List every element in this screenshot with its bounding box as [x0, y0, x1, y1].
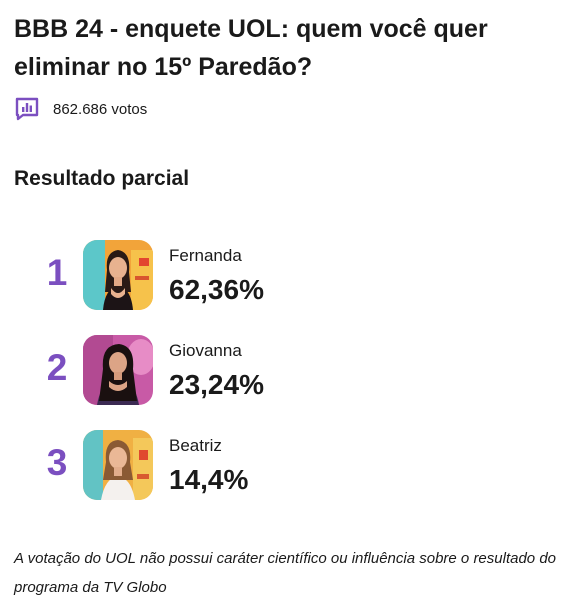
candidate-name: Giovanna [169, 341, 242, 360]
votes-row: 862.686 votos [14, 95, 559, 123]
candidate-row[interactable]: 3 Beatriz 14,4% [14, 430, 559, 525]
votes-count: 862.686 votos [53, 100, 148, 118]
candidate-rank: 2 [46, 347, 68, 388]
candidate-list: 1 Fernanda 62,36% 2 [14, 240, 559, 525]
candidate-name: Beatriz [169, 436, 222, 455]
candidate-photo [83, 335, 153, 405]
candidate-row[interactable]: 1 Fernanda 62,36% [14, 240, 559, 335]
candidate-percent: 14,4% [169, 464, 249, 495]
poll-title: BBB 24 - enquete UOL: quem você quer eli… [14, 15, 488, 81]
candidate-photo [83, 430, 153, 500]
candidate-rank: 1 [46, 252, 68, 293]
candidate-row[interactable]: 2 Giovanna 23,24% [14, 335, 559, 430]
candidate-name: Fernanda [169, 246, 242, 265]
poll-widget: BBB 24 - enquete UOL: quem você quer eli… [14, 0, 559, 596]
disclaimer-text: A votação do UOL não possui caráter cien… [14, 550, 556, 596]
partial-result-heading: Resultado parcial [14, 167, 190, 190]
candidate-photo [83, 240, 153, 310]
candidate-percent: 62,36% [169, 274, 264, 305]
candidate-percent: 23,24% [169, 369, 264, 400]
poll-chart-icon [14, 96, 40, 122]
candidate-rank: 3 [46, 442, 68, 483]
